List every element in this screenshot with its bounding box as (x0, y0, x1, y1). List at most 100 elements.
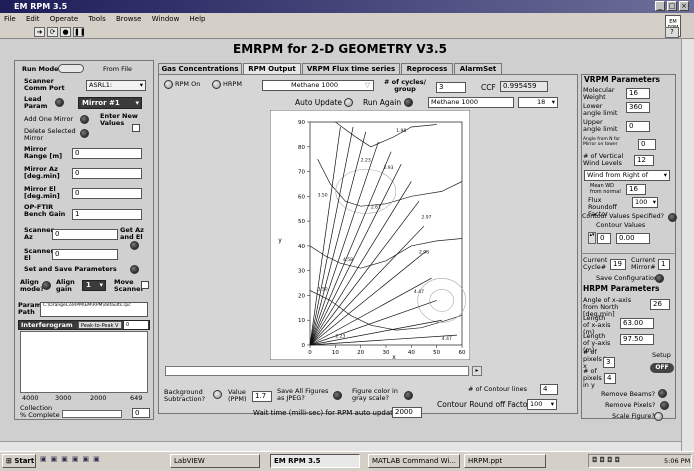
lower-angle-field[interactable]: 360 (626, 102, 650, 113)
upper-angle-field[interactable]: 0 (626, 121, 650, 132)
remove-beams-led[interactable] (658, 389, 667, 398)
taskbar-item-labview[interactable]: LabVIEW (170, 454, 260, 468)
hrpm-angle-field[interactable]: 26 (650, 299, 670, 310)
stop-icon[interactable]: ● (60, 27, 71, 37)
set-save-button[interactable] (130, 265, 139, 274)
contour-lines-field[interactable]: 4 (540, 384, 558, 395)
add-mirror-button[interactable] (80, 115, 89, 124)
setup-toggle[interactable]: OFF (650, 363, 674, 373)
contour-index-field[interactable]: 0 (597, 233, 611, 244)
length-x-field[interactable]: 63.00 (620, 318, 654, 329)
tray-icons[interactable]: ◘◘◘◘ (592, 456, 623, 464)
vertical-wind-field[interactable]: 12 (634, 155, 654, 166)
lead-param-select[interactable]: Mirror #1 ▾ (78, 97, 142, 109)
tab-gas-concentrations[interactable]: Gas Concentrations (158, 63, 242, 74)
gas-select-2[interactable]: Methane 1000 (428, 97, 514, 108)
align-mode-led[interactable] (42, 281, 51, 290)
scale-figure-led[interactable] (654, 412, 663, 421)
hrpm-radio[interactable] (212, 80, 221, 89)
save-config-button[interactable] (655, 274, 664, 283)
start-button[interactable]: ⊞ Start (2, 454, 36, 468)
taskbar-item-hrpm-ppt[interactable]: HRPM.ppt (464, 454, 546, 468)
minimize-button[interactable]: _ (655, 1, 665, 11)
menu-bar: File Edit Operate Tools Browse Window He… (0, 13, 694, 25)
interferogram-tick-2: 2000 (90, 394, 107, 402)
remove-pixels-led[interactable] (660, 401, 669, 410)
tab-alarmset[interactable]: AlarmSet (454, 63, 502, 74)
contour-ellipse-1 (417, 278, 467, 323)
save-figures-button[interactable] (333, 391, 342, 400)
taskbar-item-matlab[interactable]: MATLAB Command Wi... (368, 454, 460, 468)
hrpm-header: HRPM Parameters (583, 284, 660, 293)
bg-subtraction-button[interactable] (213, 390, 222, 399)
gas-index-select[interactable]: 18 ▾ (518, 97, 558, 108)
contour-specified-led[interactable] (668, 213, 677, 222)
remove-pixels-label: Remove Pixels? (605, 401, 656, 409)
mirror-el-field[interactable]: 0 (72, 188, 142, 199)
menu-operate[interactable]: Operate (49, 15, 79, 23)
get-az-el-button[interactable] (130, 241, 139, 250)
rpm-on-radio[interactable] (164, 80, 173, 89)
gas-select-2-value: Methane 1000 (431, 98, 478, 106)
gas-select[interactable]: Methane 1000 ▽ (262, 80, 374, 91)
contour-label-11: 4.47 (442, 336, 452, 342)
value-ppm-field[interactable]: 1.7 (252, 391, 272, 402)
flux-roundoff-select[interactable]: 100 ▾ (632, 197, 658, 208)
menu-browse[interactable]: Browse (115, 15, 142, 23)
current-mirror-label: Current Mirror# (631, 256, 656, 271)
gray-scale-button[interactable] (404, 391, 413, 400)
help-window-icon[interactable]: ? (665, 27, 679, 38)
maximize-button[interactable]: □ (667, 1, 677, 11)
length-y-field[interactable]: 97.50 (620, 334, 654, 345)
horizontal-scrollbar[interactable] (0, 441, 681, 451)
quick-launch-icons[interactable]: ▣▣▣▣▣▣ (40, 455, 104, 463)
run-arrow-icon[interactable]: ➜ (34, 27, 45, 37)
run-continuous-icon[interactable]: ⟳ (47, 27, 58, 37)
y-tick-label-8: 80 (298, 145, 305, 151)
pixels-x-field[interactable]: 3 (603, 357, 615, 368)
enter-new-values-checkbox[interactable] (132, 124, 140, 132)
pixels-y-field[interactable]: 4 (604, 373, 616, 384)
wait-time-field[interactable]: 2000 (392, 407, 422, 418)
tab-vrpm-flux-time-series[interactable]: VRPM Flux time series (302, 63, 400, 74)
contour-value-field[interactable]: 0.00 (616, 233, 650, 244)
molecular-weight-field[interactable]: 16 (626, 88, 650, 99)
auto-update-button[interactable] (344, 98, 353, 107)
wind-direction-select[interactable]: Wind from Right of ▾ (584, 170, 670, 181)
menu-edit[interactable]: Edit (25, 15, 40, 23)
interferogram-mode-select[interactable]: Peak-to-Peak V (78, 321, 122, 329)
menu-tools[interactable]: Tools (88, 15, 106, 23)
cycles-field[interactable]: 3 (436, 82, 466, 93)
taskbar-item-em-rpm[interactable]: EM RPM 3.5 (270, 454, 360, 468)
mirror-range-field[interactable]: 0 (72, 148, 142, 159)
menu-help[interactable]: Help (189, 15, 206, 23)
contour-roundoff-select[interactable]: 100 ▾ (527, 399, 557, 410)
angle-from-n-field[interactable]: 0 (638, 139, 656, 150)
comm-port-select[interactable]: ASRL1: ▾ (86, 80, 146, 91)
menu-window[interactable]: Window (151, 15, 180, 23)
tab-rpm-output[interactable]: RPM Output (243, 63, 301, 74)
close-button[interactable]: × (679, 1, 689, 11)
scanner-az-field[interactable]: 0 (52, 229, 118, 240)
current-cycle-label: Current Cycle# (583, 256, 608, 271)
lead-param-led[interactable] (55, 98, 64, 107)
contour-index-stepper[interactable]: ▴▾ (588, 232, 596, 244)
scanner-el-field[interactable]: 0 (52, 249, 118, 260)
delete-mirror-button[interactable] (80, 129, 89, 138)
move-scanner-checkbox[interactable] (141, 281, 149, 289)
mirror-az-field[interactable]: 0 (72, 168, 142, 179)
tab-reprocess[interactable]: Reprocess (401, 63, 453, 74)
op-ftir-field[interactable]: 1 (72, 209, 142, 220)
align-gain-select[interactable]: 1 ▾ (82, 280, 106, 291)
run-again-button[interactable] (404, 98, 413, 107)
mean-wd-field[interactable]: 16 (626, 184, 646, 195)
run-mode-toggle[interactable] (58, 64, 84, 73)
menu-file[interactable]: File (4, 15, 16, 23)
message-scroll-icon[interactable]: ▸ (472, 366, 482, 376)
move-scanner-label: Move Scanner (114, 278, 144, 293)
op-ftir-label: OP-FTIR Bench Gain (24, 203, 66, 218)
vertical-scrollbar[interactable] (681, 39, 694, 451)
toolbar (0, 25, 694, 39)
pause-icon[interactable]: ❚❚ (73, 27, 86, 37)
param-path-field[interactable]: C:\OrangeCo\RPM\EM\RPM\defaults.rpc (40, 302, 148, 317)
